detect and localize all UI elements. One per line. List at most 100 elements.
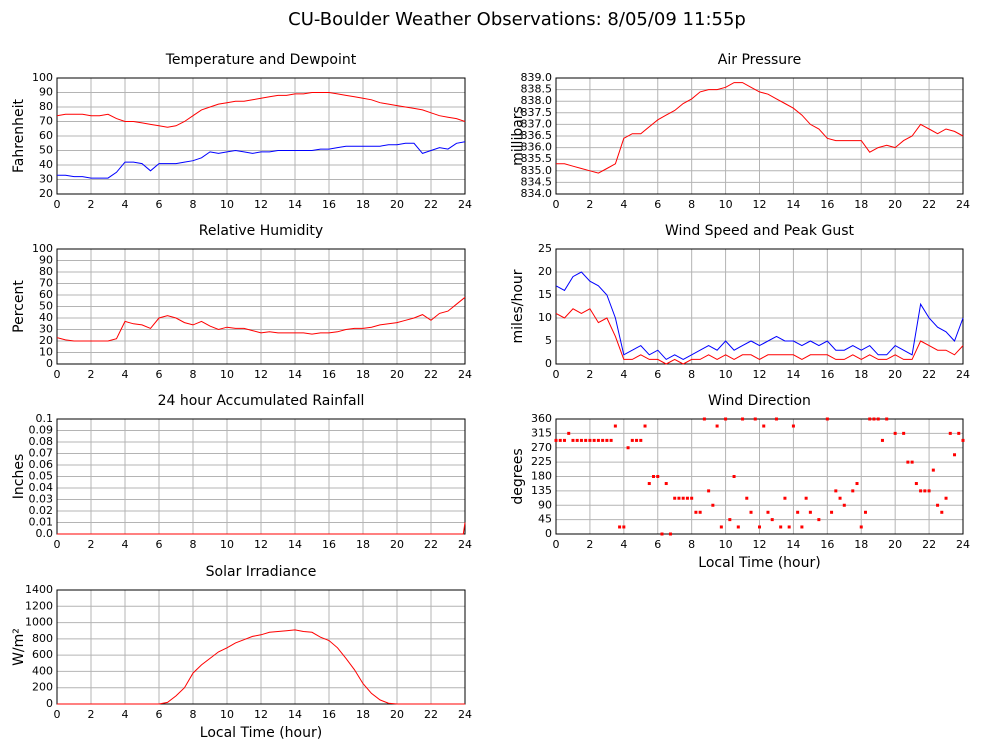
- data-point: [957, 431, 961, 435]
- data-line: [555, 308, 964, 365]
- y-tick-label: 0.08: [29, 435, 54, 448]
- data-point: [707, 489, 711, 493]
- y-tick-label: 200: [32, 681, 53, 694]
- y-tick-label: 0.06: [29, 458, 54, 471]
- data-point: [588, 438, 592, 442]
- x-tick-label: 22: [424, 368, 438, 381]
- x-tick-label: 24: [956, 198, 970, 211]
- y-tick-label: 1400: [25, 583, 53, 596]
- data-point: [851, 489, 855, 493]
- chart-title: Temperature and Dewpoint: [165, 52, 357, 68]
- x-tick-label: 10: [719, 368, 733, 381]
- y-tick-label: 1000: [25, 616, 53, 629]
- data-point: [753, 417, 757, 421]
- data-point: [855, 482, 859, 486]
- y-tick-label: 30: [39, 173, 53, 186]
- data-point: [800, 525, 804, 529]
- x-tick-label: 24: [458, 708, 472, 721]
- y-tick-label: 25: [538, 242, 552, 255]
- x-tick-label: 24: [956, 538, 970, 551]
- x-tick-label: 10: [220, 368, 234, 381]
- x-tick-label: 10: [220, 538, 234, 551]
- data-point: [741, 417, 745, 421]
- y-tick-label: 0.03: [29, 493, 54, 506]
- x-tick-label: 16: [820, 368, 834, 381]
- data-line: [555, 271, 964, 361]
- data-point: [910, 460, 914, 464]
- y-tick-label: 400: [32, 664, 53, 677]
- x-tick-label: 20: [390, 198, 404, 211]
- x-tick-label: 10: [220, 708, 234, 721]
- x-tick-label: 18: [854, 538, 868, 551]
- y-tick-label: 835.5: [521, 152, 553, 165]
- data-point: [635, 438, 639, 442]
- data-point: [592, 438, 596, 442]
- x-tick-label: 20: [888, 538, 902, 551]
- x-tick-label: 18: [356, 198, 370, 211]
- x-tick-label: 22: [922, 368, 936, 381]
- y-tick-label: 40: [39, 311, 53, 324]
- x-tick-label: 0: [54, 368, 61, 381]
- x-tick-label: 24: [956, 368, 970, 381]
- y-tick-label: 70: [39, 277, 53, 290]
- y-tick-label: 0: [545, 357, 552, 370]
- y-tick-label: 20: [39, 187, 53, 200]
- y-tick-label: 5: [545, 334, 552, 347]
- x-tick-label: 10: [220, 198, 234, 211]
- data-point: [940, 510, 944, 514]
- y-tick-label: 834.5: [521, 175, 553, 188]
- data-point: [779, 525, 783, 529]
- data-point: [762, 424, 766, 428]
- data-point: [630, 438, 634, 442]
- data-point: [876, 417, 880, 421]
- x-tick-label: 6: [156, 708, 163, 721]
- y-tick-label: 40: [39, 158, 53, 171]
- y-tick-label: 0: [545, 527, 552, 540]
- x-tick-label: 6: [156, 198, 163, 211]
- x-tick-label: 8: [190, 368, 197, 381]
- x-tick-label: 8: [190, 538, 197, 551]
- data-point: [681, 496, 685, 500]
- data-point: [787, 525, 791, 529]
- data-point: [885, 417, 889, 421]
- x-tick-label: 14: [288, 368, 302, 381]
- x-tick-label: 0: [54, 708, 61, 721]
- x-tick-label: 18: [854, 368, 868, 381]
- x-tick-label: 0: [54, 538, 61, 551]
- x-tick-label: 16: [820, 538, 834, 551]
- data-point: [936, 503, 940, 507]
- x-tick-label: 16: [322, 538, 336, 551]
- data-point: [673, 496, 677, 500]
- x-tick-label: 22: [424, 538, 438, 551]
- data-point: [652, 475, 656, 478]
- x-tick-label: 16: [322, 708, 336, 721]
- data-point: [791, 424, 795, 428]
- x-tick-label: 8: [688, 198, 695, 211]
- x-tick-label: 0: [553, 368, 560, 381]
- data-point: [868, 417, 872, 421]
- y-tick-label: 315: [531, 426, 552, 439]
- y-tick-label: 15: [538, 288, 552, 301]
- y-tick-label: 70: [39, 115, 53, 128]
- chart-title: Solar Irradiance: [206, 564, 317, 580]
- y-tick-label: 270: [531, 441, 552, 454]
- data-point: [668, 532, 672, 536]
- x-tick-label: 0: [54, 198, 61, 211]
- y-tick-label: 45: [538, 513, 552, 526]
- data-point: [715, 424, 719, 428]
- data-point: [584, 438, 588, 442]
- x-tick-label: 8: [190, 708, 197, 721]
- plot-frame: [56, 77, 466, 195]
- data-point: [953, 453, 957, 457]
- y-tick-label: 135: [531, 484, 552, 497]
- y-tick-label: 0: [46, 697, 53, 710]
- data-point: [660, 532, 664, 536]
- data-line: [56, 296, 466, 342]
- x-tick-label: 10: [719, 538, 733, 551]
- chart-title: Wind Direction: [708, 393, 811, 409]
- x-tick-label: 20: [390, 538, 404, 551]
- x-tick-label: 8: [688, 368, 695, 381]
- y-axis-label: Fahrenheit: [11, 98, 27, 173]
- y-tick-label: 835.0: [521, 164, 553, 177]
- data-point: [758, 525, 761, 529]
